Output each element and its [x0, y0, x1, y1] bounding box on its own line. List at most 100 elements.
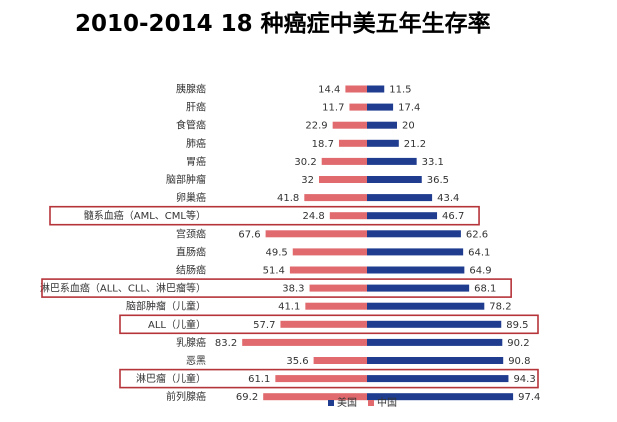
- legend-label-us: 美国: [337, 396, 357, 409]
- label-us-12: 78.2: [489, 302, 511, 313]
- bar-cn-15: [313, 357, 367, 364]
- label-us-14: 90.2: [507, 338, 529, 349]
- label-us-13: 89.5: [506, 320, 528, 331]
- label-us-10: 64.9: [469, 266, 491, 277]
- label-us-3: 21.2: [404, 139, 426, 150]
- highlight-box-13: [119, 314, 539, 335]
- label-cn-17: 69.2: [236, 392, 258, 403]
- bar-cn-2: [332, 121, 367, 129]
- bar-us-3: [367, 139, 399, 147]
- label-cn-4: 30.2: [294, 157, 316, 168]
- label-us-6: 43.4: [437, 193, 459, 204]
- label-cn-7: 24.8: [303, 211, 325, 222]
- label-us-9: 64.1: [468, 247, 490, 258]
- label-cn-12: 41.1: [278, 302, 300, 313]
- category-label-11: 淋巴系血癌（ALL、CLL、淋巴瘤等）: [40, 282, 206, 295]
- label-cn-13: 57.7: [253, 320, 275, 331]
- category-label-16: 淋巴瘤（儿童）: [136, 372, 206, 385]
- label-us-0: 11.5: [389, 85, 411, 96]
- category-label-12: 脑部肿瘤（儿童）: [126, 300, 206, 313]
- category-label-5: 脑部肿瘤: [166, 173, 206, 186]
- bar-cn-16: [275, 375, 367, 383]
- category-label-13: ALL（儿童）: [148, 318, 206, 331]
- bar-cn-5: [319, 176, 367, 183]
- label-us-17: 97.4: [518, 392, 540, 403]
- label-cn-3: 18.7: [312, 139, 334, 150]
- bar-us-6: [367, 194, 433, 202]
- highlight-box-11: [41, 278, 512, 298]
- label-cn-6: 41.8: [277, 193, 299, 204]
- category-label-1: 肝癌: [186, 101, 206, 114]
- label-us-15: 90.8: [508, 356, 530, 367]
- label-cn-14: 83.2: [215, 338, 237, 349]
- bar-us-17: [367, 393, 514, 401]
- bar-us-14: [367, 338, 503, 346]
- category-label-6: 卵巢癌: [176, 191, 206, 204]
- label-cn-1: 11.7: [322, 103, 344, 114]
- legend-swatch-us: [328, 400, 334, 406]
- category-label-0: 胰腺癌: [176, 83, 206, 96]
- label-cn-9: 49.5: [265, 247, 287, 258]
- label-cn-8: 67.6: [238, 229, 260, 240]
- label-us-4: 33.1: [422, 157, 444, 168]
- category-label-17: 前列腺癌: [166, 390, 206, 403]
- bar-us-2: [367, 121, 397, 129]
- bar-cn-17: [263, 393, 367, 401]
- label-us-16: 94.3: [513, 374, 535, 385]
- label-us-1: 17.4: [398, 103, 420, 114]
- label-cn-10: 51.4: [263, 266, 285, 277]
- category-label-8: 宫颈癌: [176, 227, 206, 240]
- category-label-9: 直肠癌: [176, 245, 206, 258]
- bar-cn-13: [280, 320, 367, 328]
- bar-us-4: [367, 157, 417, 165]
- bar-us-5: [367, 176, 422, 183]
- bar-cn-14: [242, 338, 367, 346]
- label-cn-0: 14.4: [318, 85, 340, 96]
- category-label-4: 胃癌: [186, 155, 206, 168]
- bar-us-7: [367, 212, 438, 220]
- bar-us-13: [367, 320, 502, 328]
- label-us-8: 62.6: [466, 229, 488, 240]
- bar-us-1: [367, 103, 394, 111]
- bar-cn-7: [329, 212, 367, 220]
- bar-us-0: [367, 85, 385, 93]
- label-cn-15: 35.6: [286, 356, 308, 367]
- chart-title: 2010-2014 18 种癌症中美五年生存率: [75, 11, 491, 37]
- bar-us-15: [367, 357, 504, 364]
- bar-cn-9: [292, 248, 367, 256]
- bar-cn-10: [289, 266, 367, 274]
- label-cn-5: 32: [301, 175, 314, 186]
- category-label-10: 结肠癌: [176, 264, 206, 277]
- category-label-2: 食管癌: [176, 119, 206, 132]
- category-label-15: 恶黑: [186, 355, 206, 367]
- bar-us-9: [367, 248, 464, 256]
- bar-cn-1: [349, 103, 367, 111]
- bar-us-8: [367, 230, 461, 238]
- category-label-14: 乳腺癌: [176, 336, 206, 349]
- category-label-3: 肺癌: [186, 137, 206, 150]
- label-us-2: 20: [402, 121, 415, 132]
- bar-cn-8: [265, 230, 367, 238]
- bar-cn-3: [338, 139, 367, 147]
- bar-us-11: [367, 284, 470, 292]
- label-us-5: 36.5: [427, 175, 449, 186]
- legend-swatch-cn: [368, 400, 374, 406]
- label-cn-16: 61.1: [248, 374, 270, 385]
- bar-us-16: [367, 375, 509, 383]
- bar-cn-6: [304, 194, 367, 202]
- highlight-box-16: [119, 368, 539, 389]
- label-cn-11: 38.3: [282, 284, 304, 295]
- bar-us-10: [367, 266, 465, 274]
- label-us-11: 68.1: [474, 284, 496, 295]
- bar-cn-11: [309, 284, 367, 292]
- category-label-7: 髓系血癌（AML、CML等）: [84, 209, 206, 222]
- label-us-7: 46.7: [442, 211, 464, 222]
- bar-cn-4: [321, 157, 367, 165]
- label-cn-2: 22.9: [305, 121, 327, 132]
- bar-cn-0: [345, 85, 367, 93]
- highlight-box-7: [49, 205, 480, 226]
- bar-us-12: [367, 302, 485, 310]
- legend-label-cn: 中国: [377, 396, 397, 409]
- bar-cn-12: [305, 302, 367, 310]
